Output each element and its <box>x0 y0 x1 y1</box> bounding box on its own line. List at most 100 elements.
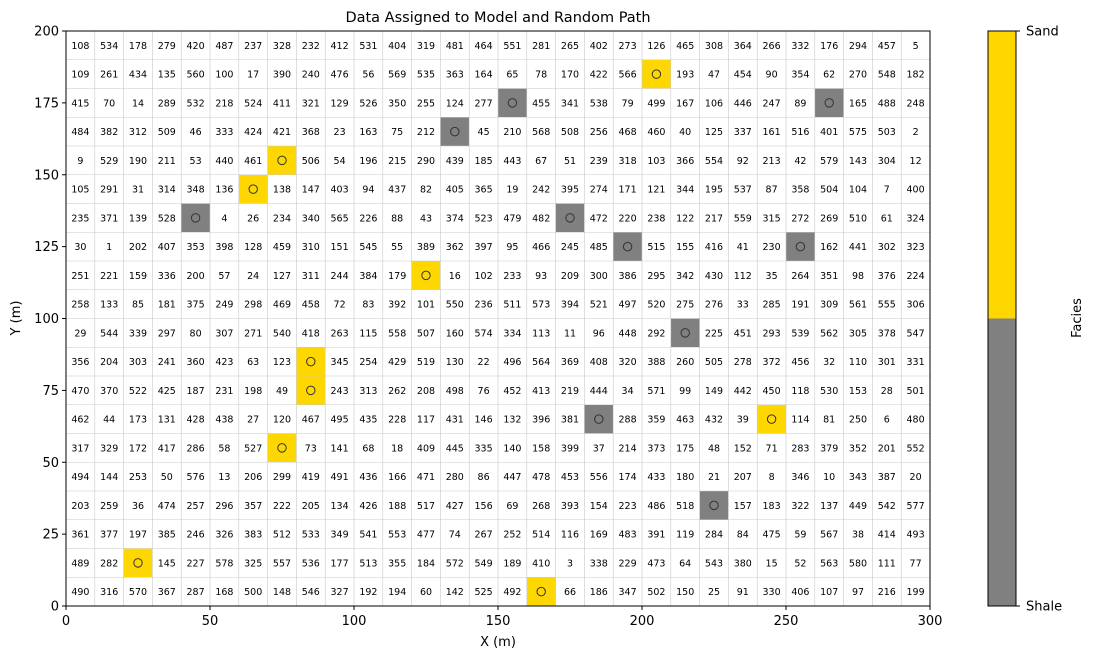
path-order-label: 318 <box>619 156 637 167</box>
path-order-label: 25 <box>708 587 720 598</box>
path-order-label: 207 <box>734 472 752 483</box>
path-order-label: 29 <box>74 328 86 339</box>
path-order-label: 277 <box>475 98 493 109</box>
path-order-label: 36 <box>132 501 144 512</box>
path-order-label: 213 <box>763 156 781 167</box>
path-order-label: 17 <box>247 70 259 81</box>
path-order-label: 363 <box>446 70 464 81</box>
path-order-label: 508 <box>561 127 579 138</box>
path-order-label: 11 <box>564 328 576 339</box>
path-order-label: 552 <box>907 443 925 454</box>
path-order-label: 107 <box>820 587 838 598</box>
path-order-label: 492 <box>503 587 521 598</box>
path-order-label: 118 <box>791 386 809 397</box>
path-order-label: 139 <box>129 213 147 224</box>
path-order-label: 52 <box>794 558 806 569</box>
path-order-label: 197 <box>129 530 147 541</box>
path-order-label: 422 <box>590 70 608 81</box>
path-order-label: 174 <box>619 472 637 483</box>
path-order-label: 141 <box>331 443 349 454</box>
path-order-label: 232 <box>302 41 320 52</box>
path-order-label: 20 <box>910 472 922 483</box>
path-order-label: 242 <box>532 185 550 196</box>
data-cell-sand <box>296 376 326 405</box>
path-order-label: 518 <box>676 501 694 512</box>
path-order-label: 495 <box>331 415 349 426</box>
path-order-label: 425 <box>158 386 176 397</box>
path-order-label: 315 <box>763 213 781 224</box>
path-order-label: 469 <box>273 300 291 311</box>
path-order-label: 550 <box>446 300 464 311</box>
y-tick-label: 150 <box>34 168 59 183</box>
path-order-label: 326 <box>215 530 233 541</box>
path-order-label: 497 <box>619 300 637 311</box>
path-order-label: 424 <box>244 127 262 138</box>
path-order-label: 420 <box>187 41 205 52</box>
path-order-label: 319 <box>417 41 435 52</box>
path-order-label: 389 <box>417 242 435 253</box>
path-order-label: 512 <box>273 530 291 541</box>
path-order-label: 291 <box>100 185 118 196</box>
path-order-label: 102 <box>475 271 493 282</box>
path-order-label: 407 <box>158 242 176 253</box>
path-order-label: 126 <box>647 41 665 52</box>
path-order-label: 273 <box>619 41 637 52</box>
path-order-label: 440 <box>215 156 233 167</box>
path-order-label: 214 <box>619 443 637 454</box>
path-order-label: 488 <box>878 98 896 109</box>
path-order-label: 377 <box>100 530 118 541</box>
path-order-label: 535 <box>417 70 435 81</box>
data-markers <box>133 69 834 597</box>
path-order-label: 559 <box>734 213 752 224</box>
path-order-label: 155 <box>676 242 694 253</box>
path-order-label: 84 <box>737 530 749 541</box>
path-order-label: 34 <box>622 386 634 397</box>
path-order-label: 484 <box>71 127 89 138</box>
data-cell-sand <box>757 404 786 434</box>
path-order-label: 86 <box>478 472 490 483</box>
path-order-label: 150 <box>676 587 694 598</box>
path-order-label: 113 <box>532 328 550 339</box>
path-order-label: 396 <box>532 415 550 426</box>
path-order-label: 314 <box>158 185 176 196</box>
path-order-label: 75 <box>391 127 403 138</box>
path-order-label: 421 <box>273 127 291 138</box>
path-order-label: 234 <box>273 213 291 224</box>
path-order-label: 580 <box>849 558 867 569</box>
path-order-label: 240 <box>302 70 320 81</box>
path-order-label: 251 <box>71 271 89 282</box>
path-order-label: 124 <box>446 98 464 109</box>
path-order-label: 452 <box>503 386 521 397</box>
path-order-label: 12 <box>910 156 922 167</box>
path-order-label: 519 <box>417 357 435 368</box>
path-order-label: 382 <box>100 127 118 138</box>
path-order-label: 168 <box>215 587 233 598</box>
path-order-label: 455 <box>532 98 550 109</box>
data-cell-shale <box>814 88 844 118</box>
path-order-label: 31 <box>132 185 144 196</box>
path-order-label: 360 <box>187 357 205 368</box>
path-order-label: 177 <box>331 558 349 569</box>
path-order-label: 376 <box>878 271 896 282</box>
path-order-label: 415 <box>71 98 89 109</box>
path-order-label: 536 <box>302 558 320 569</box>
path-order-label: 543 <box>705 558 723 569</box>
path-order-label: 432 <box>705 415 723 426</box>
path-order-label: 54 <box>334 156 346 167</box>
path-order-label: 271 <box>244 328 262 339</box>
path-order-label: 416 <box>705 242 723 253</box>
path-order-label: 343 <box>849 472 867 483</box>
path-order-label: 461 <box>244 156 262 167</box>
data-point-marker <box>306 356 316 367</box>
path-order-label: 164 <box>475 70 493 81</box>
path-order-label: 169 <box>590 530 608 541</box>
path-order-label: 467 <box>302 415 320 426</box>
path-order-label: 507 <box>417 328 435 339</box>
path-order-label: 388 <box>647 357 665 368</box>
path-order-label: 104 <box>849 185 867 196</box>
path-order-label: 127 <box>273 271 291 282</box>
path-order-label: 542 <box>878 501 896 512</box>
path-order-label: 238 <box>647 213 665 224</box>
path-order-label: 147 <box>302 185 320 196</box>
path-order-label: 219 <box>561 386 579 397</box>
